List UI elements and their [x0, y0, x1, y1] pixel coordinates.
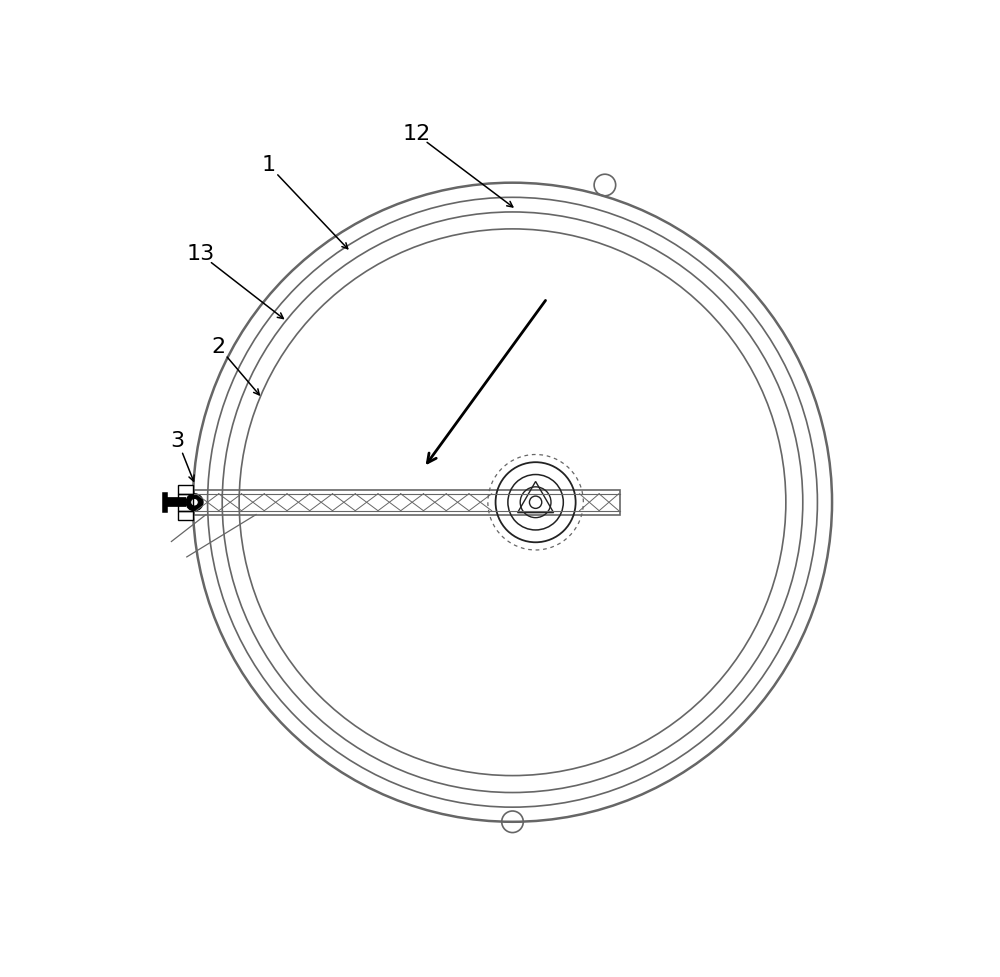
Text: 2: 2 — [211, 337, 225, 357]
Text: 1: 1 — [261, 155, 275, 175]
Circle shape — [191, 498, 198, 506]
Bar — [194, 489, 620, 515]
Circle shape — [186, 493, 203, 511]
Bar — [178, 485, 193, 493]
Text: 13: 13 — [187, 244, 215, 265]
Text: 3: 3 — [170, 431, 185, 450]
Bar — [178, 493, 193, 511]
Bar — [178, 511, 193, 520]
Text: 12: 12 — [402, 124, 430, 145]
